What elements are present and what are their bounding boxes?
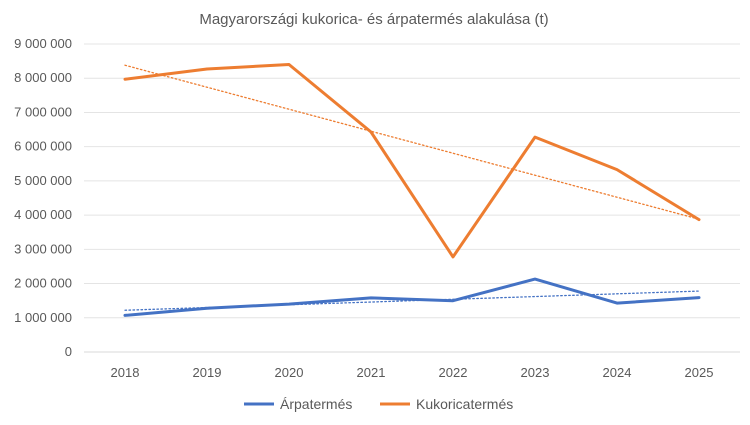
x-tick-label: 2025 xyxy=(685,365,714,380)
kukoricatermes-point xyxy=(452,255,455,258)
x-tick-label: 2020 xyxy=(275,365,304,380)
kukoricatermes-point xyxy=(534,136,537,139)
kukoricatermes-trendline xyxy=(124,64,700,220)
arpatermes-point xyxy=(206,307,209,310)
y-tick-label: 5 000 000 xyxy=(14,173,72,188)
x-tick-label: 2024 xyxy=(603,365,632,380)
arpatermes-point xyxy=(124,314,127,317)
y-tick-label: 9 000 000 xyxy=(14,36,72,51)
kukoricatermes-point xyxy=(698,218,701,221)
arpatermes-point xyxy=(534,278,537,281)
trendlines xyxy=(124,64,700,311)
arpatermes-point xyxy=(616,302,619,305)
arpatermes-point xyxy=(288,303,291,306)
kukoricatermes-point xyxy=(206,67,209,70)
arpatermes-line xyxy=(123,277,701,317)
x-tick-label: 2019 xyxy=(193,365,222,380)
y-tick-label: 6 000 000 xyxy=(14,139,72,154)
x-axis-tick-labels: 2018 2019 2020 2021 2022 2023 2024 2025 xyxy=(111,365,714,380)
arpatermes-point xyxy=(698,296,701,299)
x-tick-label: 2021 xyxy=(357,365,386,380)
y-tick-label: 0 xyxy=(65,344,72,359)
kukoricatermes-point xyxy=(616,168,619,171)
x-tick-label: 2023 xyxy=(521,365,550,380)
y-tick-label: 8 000 000 xyxy=(14,70,72,85)
y-tick-label: 7 000 000 xyxy=(14,104,72,119)
y-tick-label: 2 000 000 xyxy=(14,276,72,291)
x-tick-label: 2018 xyxy=(111,365,140,380)
x-tick-label: 2022 xyxy=(439,365,468,380)
legend-label: Kukoricatermés xyxy=(416,396,513,412)
y-axis-tick-labels: 0 1 000 000 2 000 000 3 000 000 4 000 000 5 0… xyxy=(14,36,72,359)
chart-title: Magyarországi kukorica- és árpatermés al… xyxy=(199,11,548,28)
arpatermes-point xyxy=(452,299,455,302)
kukoricatermes-point xyxy=(370,130,373,133)
y-tick-label: 1 000 000 xyxy=(14,310,72,325)
kukoricatermes-point xyxy=(124,78,127,81)
legend: Árpatermés Kukoricatermés xyxy=(244,396,513,412)
y-tick-label: 4 000 000 xyxy=(14,207,72,222)
y-tick-label: 3 000 000 xyxy=(14,241,72,256)
gridlines xyxy=(84,43,740,353)
kukoricatermes-point xyxy=(288,63,291,66)
kukoricatermes-line xyxy=(123,63,701,259)
series-lines xyxy=(123,63,701,317)
arpatermes-point xyxy=(370,296,373,299)
legend-label: Árpatermés xyxy=(280,396,352,412)
